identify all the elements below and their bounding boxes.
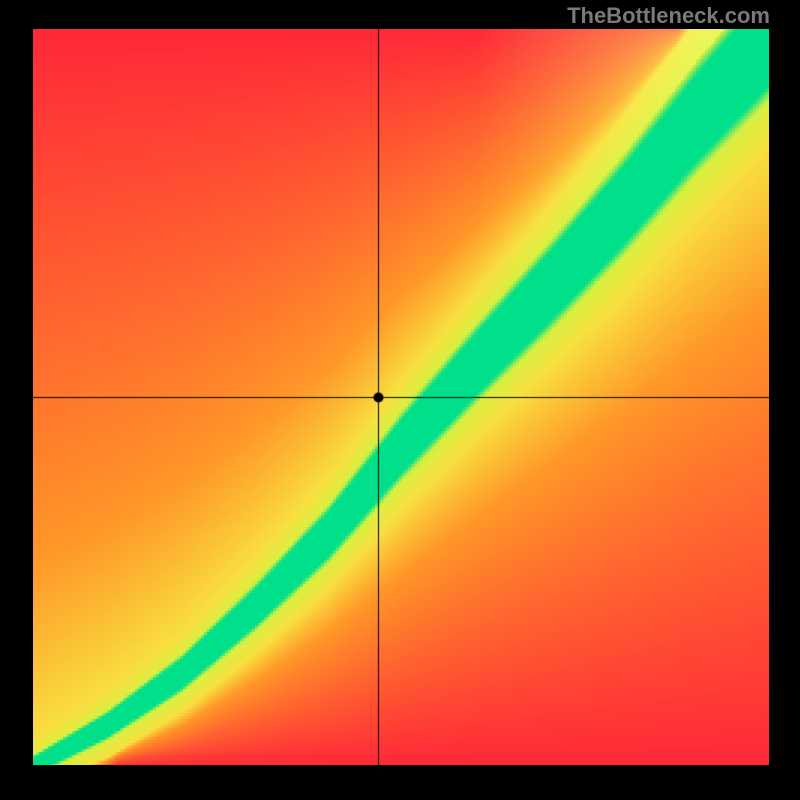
watermark-text: TheBottleneck.com <box>567 3 770 29</box>
chart-container: { "chart": { "type": "heatmap", "outer_s… <box>0 0 800 800</box>
bottleneck-heatmap <box>33 29 769 765</box>
